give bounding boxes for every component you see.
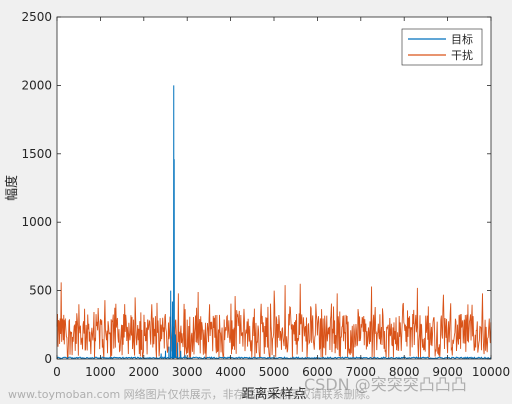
x-tick-label: 4000 <box>215 365 246 379</box>
y-axis: 0 500 1000 1500 2000 2500 <box>21 10 491 366</box>
legend: 目标 干扰 <box>401 28 483 66</box>
y-tick-label: 1500 <box>21 147 52 161</box>
x-tick-label: 0 <box>53 365 61 379</box>
x-tick-label: 10000 <box>472 365 510 379</box>
series-target <box>56 85 492 360</box>
legend-label-interference: 干扰 <box>451 48 473 62</box>
x-tick-label: 5000 <box>259 365 290 379</box>
series-interference <box>56 282 492 360</box>
y-tick-label: 2000 <box>21 78 52 92</box>
x-tick-label: 6000 <box>302 365 333 379</box>
x-axis: 0 1000 2000 3000 4000 5000 6000 7000 8000 9000 100… <box>53 17 510 379</box>
x-tick-label: 3000 <box>172 365 203 379</box>
series-target-line <box>56 85 492 360</box>
x-tick-label: 1000 <box>85 365 116 379</box>
y-tick-label: 0 <box>44 352 52 366</box>
series-interference-line <box>56 282 492 360</box>
y-tick-label: 1000 <box>21 215 52 229</box>
legend-box <box>401 28 483 66</box>
x-axis-label: 距离采样点 <box>241 386 306 402</box>
y-tick-label: 2500 <box>21 10 52 24</box>
x-tick-label: 8000 <box>389 365 420 379</box>
x-tick-label: 9000 <box>432 365 463 379</box>
legend-label-target: 目标 <box>451 32 473 46</box>
y-tick-label: 500 <box>29 284 52 298</box>
y-axis-label: 幅度 <box>4 175 20 201</box>
x-tick-label: 7000 <box>346 365 377 379</box>
x-tick-label: 2000 <box>129 365 160 379</box>
